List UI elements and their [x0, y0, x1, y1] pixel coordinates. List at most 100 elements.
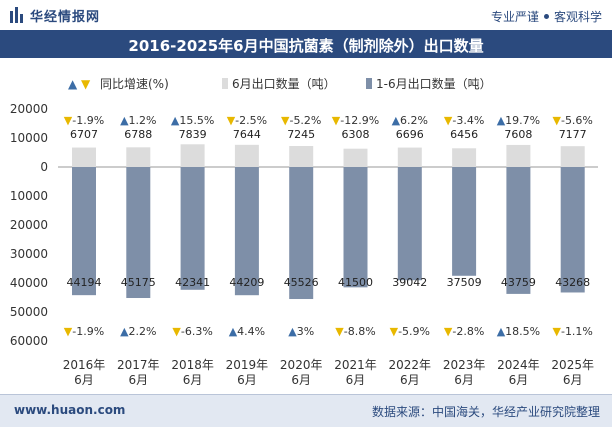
june-bar	[180, 144, 205, 167]
chart-title: 2016-2025年6月中国抗菌素（制剂除外）出口数量	[128, 37, 484, 55]
june-bar	[72, 147, 96, 167]
x-category-label: 2025年 6月	[551, 358, 594, 387]
chart: ▲ ▼ 同比增速(%) 6月出口数量（吨） 1-6月出口数量（吨） 20000 10000 0…	[10, 76, 598, 387]
cumulative-value-label: 45526	[284, 276, 319, 289]
june-value-label: 6696	[396, 128, 424, 141]
y-tick-label: 50000	[10, 305, 48, 319]
cumulative-bar	[452, 167, 477, 276]
cumulative-value-label: 45175	[121, 276, 156, 289]
x-category-label: 2021年 6月	[334, 358, 377, 387]
top-bar: 华经情报网 专业严谨 客观科学	[0, 0, 612, 30]
cumulative-growth-label: ▼-6.3%	[172, 325, 212, 338]
cumulative-bar	[397, 167, 422, 281]
cumulative-value-label: 37509	[447, 276, 482, 289]
june-growth-label: ▼-5.2%	[281, 114, 321, 127]
x-category-label: 2018年 6月	[171, 358, 214, 387]
cumulative-value-label: 41500	[338, 276, 373, 289]
cumulative-bar	[289, 167, 314, 300]
june-value-label: 6456	[450, 128, 478, 141]
june-bar	[560, 146, 585, 167]
y-tick-label: 20000	[10, 102, 48, 116]
june-value-label: 7245	[287, 128, 315, 141]
website-link[interactable]: www.huaon.com	[14, 403, 126, 417]
legend-up-triangle-icon: ▲	[68, 77, 78, 91]
slogan-right: 客观科学	[553, 10, 602, 24]
cumulative-value-label: 44209	[229, 276, 264, 289]
legend-june-swatch	[222, 78, 228, 89]
june-bar	[289, 145, 314, 167]
legend-cumulative-swatch	[366, 78, 372, 89]
june-growth-label: ▼-1.9%	[64, 114, 104, 127]
june-bar	[343, 148, 368, 167]
june-value-label: 6788	[124, 128, 152, 141]
june-growth-label: ▲1.2%	[120, 114, 156, 127]
brand-name: 华经情报网	[30, 9, 101, 25]
y-tick-label: 20000	[10, 218, 48, 232]
y-tick-label: 30000	[10, 247, 48, 261]
slogan: 专业严谨 客观科学	[491, 8, 602, 25]
june-value-label: 6707	[70, 128, 98, 141]
cumulative-growth-label: ▲18.5%	[497, 325, 540, 338]
june-bar	[234, 144, 259, 167]
cumulative-growth-label: ▼-1.9%	[64, 325, 104, 338]
legend-june-label: 6月出口数量（吨）	[232, 76, 336, 91]
cumulative-growth-label: ▼-5.9%	[390, 325, 430, 338]
june-value-label: 7177	[559, 128, 587, 141]
legend-cumulative-label: 1-6月出口数量（吨）	[376, 76, 492, 91]
cumulative-growth-label: ▲3%	[288, 325, 314, 338]
slogan-left: 专业严谨	[490, 10, 539, 24]
x-category-label: 2016年 6月	[63, 358, 106, 387]
x-category-label: 2020年 6月	[280, 358, 323, 387]
june-growth-label: ▲15.5%	[171, 114, 214, 127]
dot-icon	[543, 14, 549, 19]
june-bar	[126, 147, 151, 167]
footer: www.huaon.com 数据来源：中国海关，华经产业研究院整理	[0, 394, 612, 427]
title-bar: 2016-2025年6月中国抗菌素（制剂除外）出口数量	[0, 30, 612, 58]
cumulative-value-label: 42341	[175, 276, 210, 289]
brand[interactable]: 华经情报网	[10, 6, 101, 25]
y-tick-label: 10000	[10, 189, 48, 203]
y-tick-label: 10000	[10, 131, 48, 145]
cumulative-growth-label: ▼-1.1%	[553, 325, 593, 338]
june-growth-label: ▼-12.9%	[332, 114, 379, 127]
june-growth-label: ▼-3.4%	[444, 114, 484, 127]
june-growth-label: ▲19.7%	[497, 114, 540, 127]
cumulative-growth-label: ▲2.2%	[120, 325, 156, 338]
legend-down-triangle-icon: ▼	[81, 77, 91, 91]
june-value-label: 7608	[504, 128, 532, 141]
data-source: 数据来源：中国海关，华经产业研究院整理	[371, 405, 600, 419]
x-category-label: 2022年 6月	[389, 358, 432, 387]
june-growth-label: ▼-5.6%	[553, 114, 593, 127]
june-bar	[397, 147, 422, 167]
cumulative-bar	[343, 167, 368, 288]
cumulative-growth-label: ▼-2.8%	[444, 325, 484, 338]
cumulative-growth-label: ▲4.4%	[229, 325, 265, 338]
june-growth-label: ▲6.2%	[392, 114, 428, 127]
june-growth-label: ▼-2.5%	[227, 114, 267, 127]
cumulative-bar	[180, 167, 205, 290]
y-tick-label: 60000	[10, 334, 48, 348]
x-category-label: 2024年 6月	[497, 358, 540, 387]
cumulative-bar	[234, 167, 259, 296]
y-tick-label: 0	[40, 160, 48, 174]
june-value-label: 6308	[342, 128, 370, 141]
june-value-label: 7644	[233, 128, 261, 141]
cumulative-bar	[560, 167, 585, 293]
logo-icon	[10, 7, 24, 23]
june-value-label: 7839	[179, 128, 207, 141]
cumulative-growth-label: ▼-8.8%	[335, 325, 375, 338]
cumulative-bar	[506, 167, 531, 294]
x-category-label: 2017年 6月	[117, 358, 160, 387]
cumulative-value-label: 39042	[392, 276, 427, 289]
june-bar	[452, 148, 477, 167]
cumulative-bar	[126, 167, 151, 299]
x-category-label: 2019年 6月	[226, 358, 269, 387]
cumulative-value-label: 43759	[501, 276, 536, 289]
cumulative-bar	[72, 167, 96, 296]
legend-growth-label: 同比增速(%)	[100, 77, 169, 91]
cumulative-value-label: 44194	[67, 276, 102, 289]
x-category-label: 2023年 6月	[443, 358, 486, 387]
cumulative-value-label: 43268	[555, 276, 590, 289]
june-bar	[506, 144, 531, 167]
